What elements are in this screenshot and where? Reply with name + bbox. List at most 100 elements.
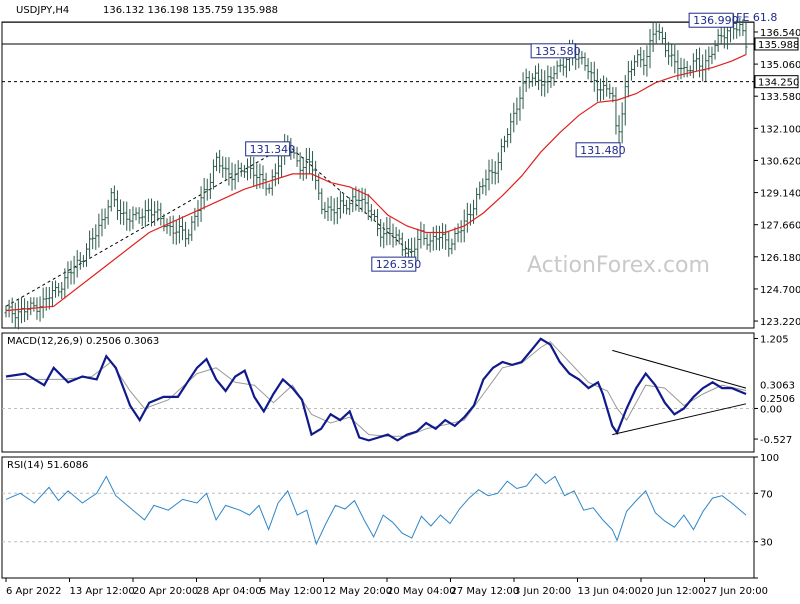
macd-line — [5, 337, 747, 442]
price-bar — [239, 162, 243, 177]
price-callout-box — [245, 141, 291, 157]
price-bar — [338, 190, 342, 219]
price-bar — [88, 230, 92, 258]
price-bar — [261, 165, 265, 189]
price-bar — [614, 87, 618, 135]
price-bar — [657, 23, 661, 41]
price-bar — [425, 233, 429, 250]
price-bar — [246, 158, 250, 181]
price-bar — [4, 305, 8, 318]
time-x-tick-label: 12 May 20:00 — [324, 586, 393, 597]
price-bar — [388, 217, 392, 245]
price-bar — [509, 113, 513, 144]
price-bar — [317, 173, 321, 200]
price-bar — [561, 56, 565, 76]
price-bar — [66, 261, 70, 289]
price-bar — [38, 296, 42, 322]
price-bar — [704, 49, 708, 82]
price-bar — [648, 29, 652, 69]
price-bar — [521, 72, 525, 109]
price-bar — [19, 297, 23, 324]
price-bar — [140, 208, 144, 227]
macd-value-label: 0.3063 — [760, 381, 795, 392]
price-bar — [295, 146, 299, 167]
price-bar — [645, 45, 649, 77]
price-y-tick-label: 126.180 — [760, 253, 800, 264]
price-y-tick-label: 135.060 — [760, 60, 800, 71]
price-bar — [165, 218, 169, 234]
price-bar — [54, 280, 58, 298]
price-bar — [196, 200, 200, 227]
price-y-tick-label: 127.660 — [760, 221, 800, 232]
price-bar — [7, 299, 11, 318]
price-bar — [335, 197, 339, 225]
chart-symbol: USDJPY,H4 — [16, 5, 69, 16]
price-bar — [518, 86, 522, 121]
price-bar — [416, 228, 420, 260]
price-bar — [205, 178, 209, 201]
price-bar — [453, 227, 457, 251]
price-bar — [190, 216, 194, 241]
price-bar — [119, 199, 123, 225]
rsi-y-tick-label: 70 — [760, 489, 773, 500]
price-bar — [679, 57, 683, 80]
price-bar — [592, 61, 596, 92]
price-bar — [273, 163, 277, 187]
price-bar — [115, 190, 119, 220]
price-bar — [199, 186, 203, 222]
price-bar — [106, 199, 110, 225]
time-x-tick-label: 6 Apr 2022 — [6, 586, 61, 597]
price-bar — [184, 221, 188, 247]
price-bar — [162, 213, 166, 232]
price-bar — [533, 65, 537, 86]
price-bar — [227, 157, 231, 186]
price-bar — [187, 229, 191, 245]
price-bar — [450, 238, 454, 255]
price-bar — [484, 169, 488, 196]
price-bar — [50, 281, 54, 308]
price-bar — [608, 83, 612, 99]
price-bar — [16, 300, 20, 330]
price-bar — [642, 49, 646, 76]
rsi-y-tick-label: 100 — [760, 453, 779, 464]
price-bar — [639, 47, 643, 68]
time-x-tick-label: 13 Jun 04:00 — [578, 586, 642, 597]
price-bar — [131, 206, 135, 230]
price-bar — [441, 222, 445, 249]
price-bar — [670, 44, 674, 67]
price-callout-label: 131.480 — [580, 144, 626, 157]
price-bar — [208, 173, 212, 199]
price-bar — [447, 231, 451, 257]
price-bar — [332, 198, 336, 225]
price-bar — [345, 199, 349, 215]
price-bar — [667, 41, 671, 65]
trendline — [5, 144, 288, 307]
price-bar — [400, 232, 404, 257]
price-bar — [589, 61, 593, 83]
price-bar — [558, 58, 562, 73]
price-bar — [583, 52, 587, 71]
price-bar — [660, 27, 664, 44]
price-bar — [549, 66, 553, 88]
price-bar — [527, 70, 531, 89]
price-bar — [109, 188, 113, 212]
price-bar — [623, 75, 627, 126]
price-bar — [341, 192, 345, 214]
price-bar — [177, 215, 181, 244]
price-bar — [722, 25, 726, 49]
price-bar — [530, 73, 534, 87]
price-bar — [97, 213, 101, 248]
price-bar — [537, 63, 541, 90]
price-level-tag — [754, 37, 799, 51]
rsi-title: RSI(14) 51.6086 — [7, 460, 88, 471]
price-bar — [552, 65, 556, 86]
price-bar — [506, 128, 510, 148]
price-bar — [41, 287, 45, 319]
price-bar — [524, 68, 528, 93]
price-bar — [744, 22, 748, 55]
price-bar — [150, 198, 154, 227]
price-bar — [611, 86, 615, 103]
price-bar — [264, 172, 268, 196]
